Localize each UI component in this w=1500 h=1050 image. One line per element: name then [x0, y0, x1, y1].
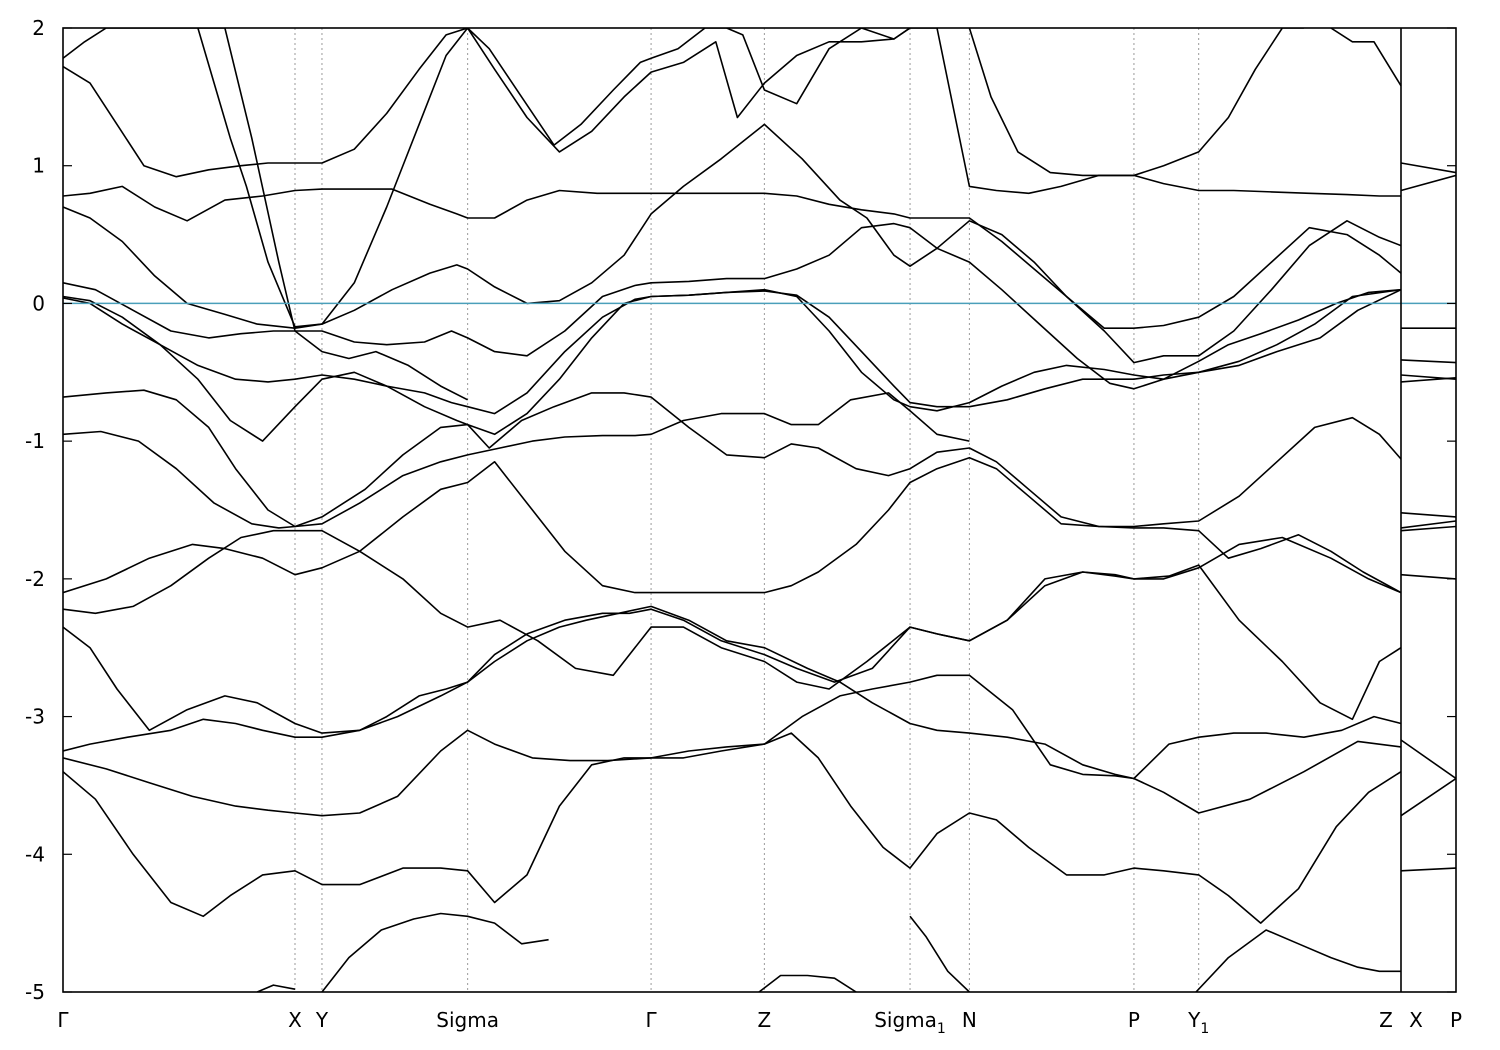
high-symmetry-gridlines	[294, 28, 1200, 992]
band-line	[758, 974, 857, 992]
band-line	[467, 28, 911, 146]
y-tick-label: -5	[25, 980, 45, 1004]
x-tick-label: Z	[758, 1008, 772, 1032]
band-line	[1195, 929, 1401, 992]
band-line	[63, 605, 1402, 814]
band-line	[63, 674, 1402, 817]
x-tick-label: P	[1450, 1008, 1462, 1032]
band-line	[63, 288, 1402, 415]
x-tick-label: Z	[1379, 1008, 1393, 1032]
band-line	[63, 456, 1402, 615]
band-line	[1400, 162, 1456, 174]
x-tick-label: N	[962, 1008, 977, 1032]
plot-frame	[62, 27, 1457, 993]
x-tick-label: X	[1409, 1008, 1423, 1032]
x-tick-label: P	[1128, 1008, 1140, 1032]
band-line	[63, 732, 1402, 924]
band-line	[63, 185, 1402, 329]
band-line	[197, 28, 469, 328]
y-axis-ticks: 2 1 0 -1 -2 -3 -4 -5	[25, 16, 1456, 1004]
band-line	[1330, 28, 1402, 87]
band-line	[63, 28, 468, 401]
band-line	[63, 543, 1402, 721]
x-tick-label: Γ	[645, 1008, 657, 1032]
y-tick-label: 2	[32, 16, 45, 40]
band-line	[1400, 777, 1456, 817]
y-tick-label: 1	[32, 154, 45, 178]
band-line	[63, 288, 1402, 442]
band-line	[63, 28, 1401, 197]
y-tick-label: -2	[25, 567, 45, 591]
band-line	[968, 28, 1304, 177]
x-tick-label: Sigma	[436, 1008, 499, 1032]
band-line	[1400, 174, 1456, 192]
y-tick-label: -1	[25, 429, 45, 453]
x-tick-label: Sigma1	[874, 1008, 946, 1037]
band-line	[1400, 377, 1456, 383]
band-line	[1400, 867, 1456, 872]
x-tick-label: Y1	[1187, 1008, 1209, 1037]
x-tick-label: Y	[315, 1008, 329, 1032]
band-line	[1400, 525, 1456, 532]
band-line	[256, 984, 296, 992]
band-line	[63, 392, 1402, 529]
band-lines	[63, 28, 1456, 992]
y-tick-label: 0	[32, 291, 45, 315]
x-tick-label: Γ	[57, 1008, 69, 1032]
y-tick-label: -4	[25, 842, 45, 866]
y-tick-label: -3	[25, 705, 45, 729]
band-line	[1400, 512, 1456, 518]
band-line	[1400, 520, 1456, 529]
band-line	[63, 123, 1402, 364]
band-line	[1400, 573, 1456, 580]
band-line	[321, 912, 549, 992]
x-axis-labels: Γ X Y Sigma Γ Z Sigma1 N P Y1 Z X P	[57, 1008, 1462, 1037]
band-line	[1400, 359, 1456, 364]
band-line	[909, 915, 970, 992]
x-tick-label: X	[288, 1008, 302, 1032]
band-line	[63, 389, 970, 528]
band-line	[1400, 739, 1456, 780]
